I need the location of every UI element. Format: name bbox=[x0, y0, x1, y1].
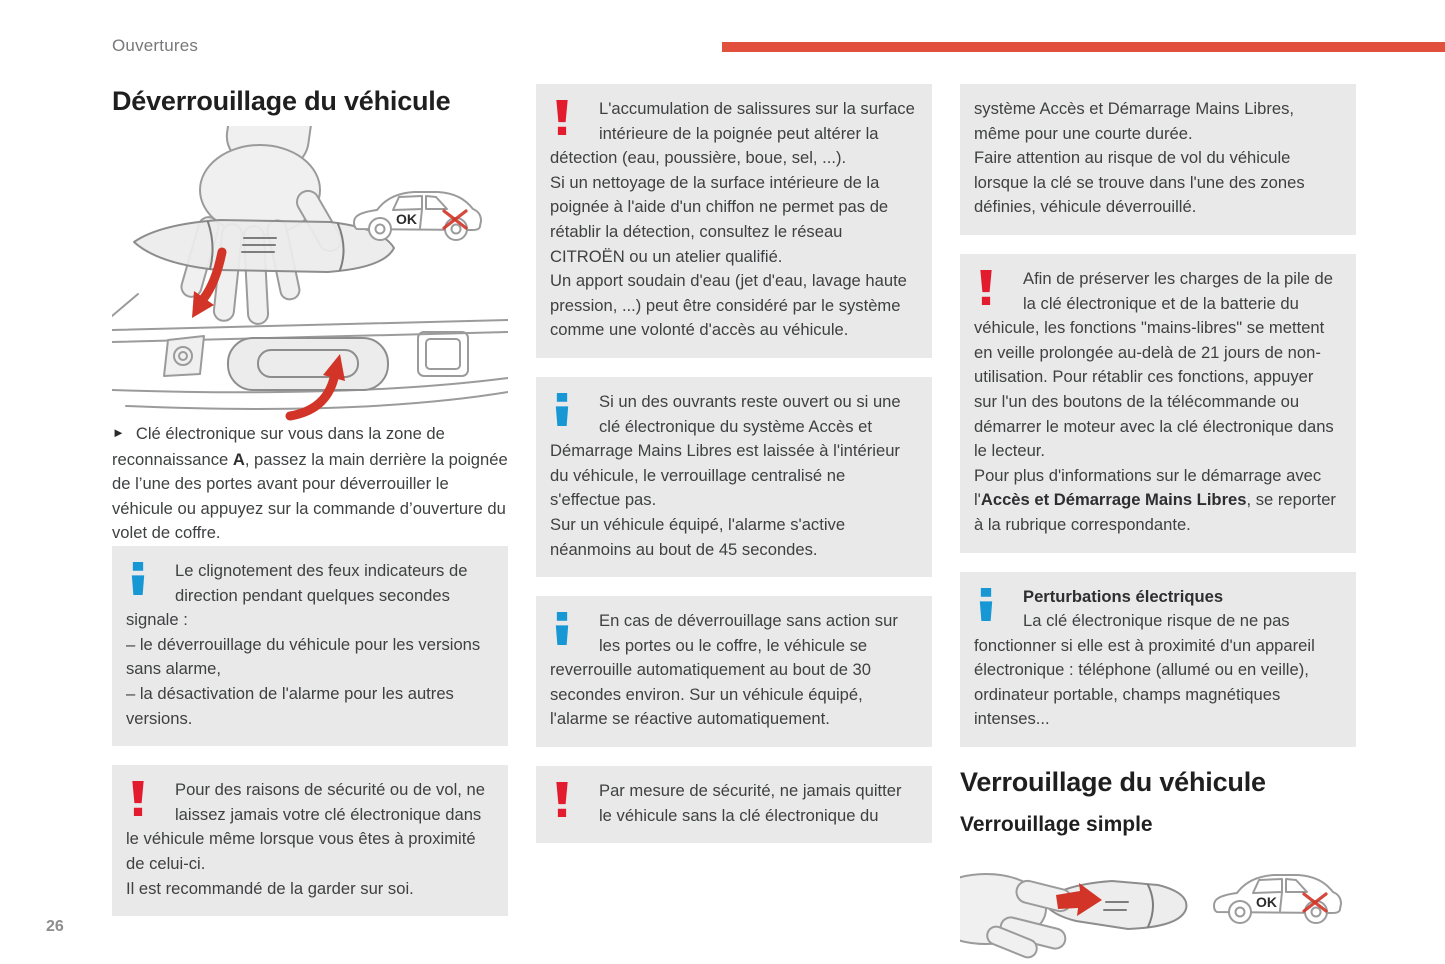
warning-box-battery-saving: Afin de préserver les charges de la pile… bbox=[960, 253, 1356, 553]
battery-text-2: , se reporter à la rubrique correspondan… bbox=[974, 490, 1336, 534]
ok-label: OK bbox=[396, 211, 417, 227]
warning-text: L'accumulation de salissures sur la surf… bbox=[550, 99, 915, 340]
section-title-unlock: Déverrouillage du véhicule bbox=[112, 86, 451, 116]
column-2: L'accumulation de salissures sur la surf… bbox=[536, 84, 932, 844]
lock-emblem-art bbox=[163, 335, 205, 377]
warning-text: Pour des raisons de sécurité ou de vol, … bbox=[126, 780, 485, 898]
column-3: système Accès et Démarrage Mains Libres,… bbox=[960, 84, 1356, 961]
keyless-system-name: Accès et Démarrage Mains Libres bbox=[980, 490, 1247, 510]
warning-icon bbox=[131, 781, 161, 823]
lock-arrow bbox=[1056, 883, 1102, 917]
info-text: Le clignotement des feux indicateurs de … bbox=[126, 560, 481, 728]
unlock-illustration: OK bbox=[112, 126, 508, 421]
warning-box-never-leave-continued: système Accès et Démarrage Mains Libres,… bbox=[960, 84, 1356, 235]
columns: Déverrouillage du véhicule bbox=[112, 84, 1356, 961]
action-bullet: ► bbox=[112, 425, 125, 440]
info-box-electrical-disturbances: Perturbations électriques La clé électro… bbox=[960, 571, 1356, 748]
warning-text-continued: système Accès et Démarrage Mains Libres,… bbox=[974, 99, 1305, 217]
unlock-arrow bbox=[199, 247, 227, 303]
info-icon bbox=[131, 561, 161, 604]
disturbances-body: La clé électronique risque de ne pas fon… bbox=[974, 611, 1315, 729]
handle-grip-lines bbox=[1103, 901, 1129, 912]
warning-icon bbox=[555, 782, 585, 824]
warning-box-dirt-detection: L'accumulation de salissures sur la surf… bbox=[536, 84, 932, 358]
battery-text-1: Afin de préserver les charges de la pile… bbox=[974, 268, 1334, 510]
warning-box-key-security: Pour des raisons de sécurité ou de vol, … bbox=[112, 765, 508, 917]
boot-sill-art bbox=[112, 293, 508, 421]
info-icon bbox=[555, 392, 585, 435]
zone-ref: A bbox=[232, 449, 245, 469]
lock-illustration: OK bbox=[960, 873, 1342, 959]
info-box-flashing-lights: Le clignotement des feux indicateurs de … bbox=[112, 545, 508, 747]
page-number: 26 bbox=[46, 918, 64, 935]
ok-label: OK bbox=[1256, 894, 1277, 910]
warning-text: Afin de préserver les charges de la pile… bbox=[974, 267, 1341, 538]
info-text: En cas de déverrouillage sans action sur… bbox=[550, 611, 898, 729]
disturbances-title: Perturbations électriques bbox=[1023, 586, 1224, 606]
column-1: Déverrouillage du véhicule bbox=[112, 84, 508, 917]
instruction-text-1: Clé électronique sur vous dans la zone d… bbox=[112, 424, 445, 469]
info-text: Si un des ouvrants reste ouvert ou si un… bbox=[550, 391, 901, 559]
instruction-text-2: , passez la main derrière la poignée de … bbox=[112, 449, 508, 543]
section-title-lock: Verrouillage du véhicule bbox=[960, 767, 1266, 798]
warning-icon bbox=[979, 269, 1009, 312]
unlock-instruction: ► Clé électronique sur vous dans la zone … bbox=[112, 422, 508, 546]
info-text: Perturbations électriques La clé électro… bbox=[974, 585, 1341, 733]
warning-icon bbox=[555, 100, 585, 142]
subsection-title-simple-lock: Verrouillage simple bbox=[960, 813, 1153, 837]
accent-bar bbox=[722, 42, 1445, 52]
info-icon bbox=[979, 587, 1009, 630]
info-box-relock: En cas de déverrouillage sans action sur… bbox=[536, 596, 932, 748]
hand-press-handle-art bbox=[960, 873, 1188, 959]
car-art: OK bbox=[353, 191, 482, 241]
x-mark bbox=[1302, 892, 1328, 913]
info-box-openings: Si un des ouvrants reste ouvert ou si un… bbox=[536, 376, 932, 578]
x-mark bbox=[442, 209, 468, 230]
boot-open-arrow bbox=[285, 373, 339, 421]
chapter-header: Ouvertures bbox=[112, 36, 199, 55]
warning-box-never-leave: Par mesure de sécurité, ne jamais quitte… bbox=[536, 766, 932, 844]
handle-grip-lines bbox=[241, 237, 277, 253]
hand-door-handle-art bbox=[133, 126, 395, 325]
info-icon bbox=[555, 612, 585, 654]
car-art: OK bbox=[1213, 874, 1342, 925]
warning-text: Par mesure de sécurité, ne jamais quitte… bbox=[599, 781, 902, 825]
